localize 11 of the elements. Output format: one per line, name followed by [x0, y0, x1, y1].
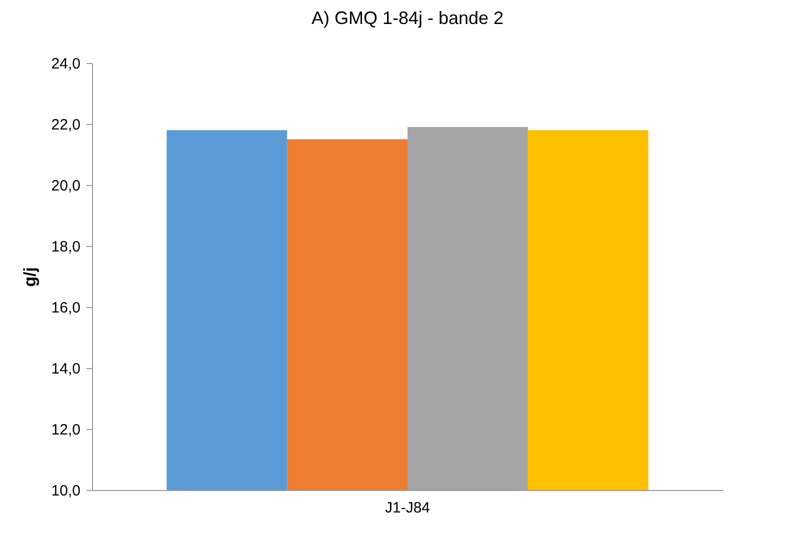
y-axis-title: g/j — [20, 267, 40, 287]
chart-title: A) GMQ 1-84j - bande 2 — [311, 8, 504, 28]
y-tick-label: 16,0 — [51, 300, 80, 316]
y-tick-label: 12,0 — [51, 422, 80, 438]
x-tick-label: J1-J84 — [384, 500, 430, 516]
y-tick-label: 24,0 — [51, 56, 80, 72]
y-tick-label: 14,0 — [51, 360, 80, 378]
y-tick-label: 10,0 — [51, 482, 80, 500]
y-tick-label: 18,0 — [51, 238, 80, 256]
y-tick-label: 20,0 — [51, 178, 80, 194]
y-tick-label: 22,0 — [51, 116, 80, 134]
